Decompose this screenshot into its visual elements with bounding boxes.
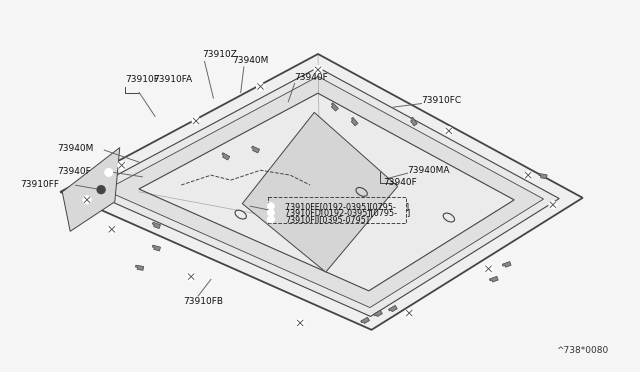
- Polygon shape: [152, 222, 161, 228]
- Text: 73940M: 73940M: [232, 56, 269, 65]
- Text: 73940MA: 73940MA: [408, 166, 450, 175]
- Text: 73910FD[0192-0395][0795-    ]: 73910FD[0192-0395][0795- ]: [285, 208, 410, 217]
- Text: 73910FF: 73910FF: [20, 180, 60, 189]
- Circle shape: [314, 66, 322, 74]
- Polygon shape: [243, 112, 397, 272]
- Text: 73910FE[0192-0395][0795-    ]: 73910FE[0192-0395][0795- ]: [285, 202, 409, 211]
- Text: 73940F: 73940F: [58, 167, 91, 176]
- Polygon shape: [62, 148, 120, 231]
- Bar: [268, 197, 406, 223]
- Circle shape: [405, 309, 413, 317]
- Text: 73940M: 73940M: [58, 144, 93, 153]
- Circle shape: [296, 319, 304, 327]
- Circle shape: [257, 83, 264, 90]
- Text: 73910FC: 73910FC: [422, 96, 461, 106]
- Polygon shape: [411, 117, 417, 126]
- Circle shape: [268, 216, 275, 223]
- Text: 73910FA: 73910FA: [153, 75, 192, 84]
- Circle shape: [268, 203, 275, 209]
- Circle shape: [445, 127, 453, 135]
- Polygon shape: [252, 146, 260, 153]
- Text: ^738*0080: ^738*0080: [556, 346, 609, 355]
- Polygon shape: [374, 310, 383, 317]
- Polygon shape: [105, 76, 543, 308]
- Polygon shape: [361, 317, 369, 324]
- Text: 73940F: 73940F: [383, 178, 417, 187]
- Polygon shape: [251, 121, 389, 264]
- Text: 73940F: 73940F: [294, 73, 328, 83]
- Circle shape: [549, 201, 557, 209]
- Text: 73910F: 73910F: [125, 75, 159, 84]
- Polygon shape: [152, 245, 161, 251]
- Polygon shape: [490, 276, 498, 282]
- Polygon shape: [502, 262, 511, 267]
- Polygon shape: [222, 153, 230, 160]
- Polygon shape: [351, 117, 358, 126]
- Polygon shape: [139, 93, 514, 291]
- Circle shape: [83, 196, 91, 204]
- Polygon shape: [539, 173, 547, 179]
- Circle shape: [187, 273, 195, 280]
- Polygon shape: [60, 54, 582, 330]
- Circle shape: [105, 169, 113, 176]
- Polygon shape: [332, 103, 339, 111]
- Text: 73910FII[0395-0795]: 73910FII[0395-0795]: [285, 215, 369, 224]
- Polygon shape: [388, 305, 397, 312]
- Circle shape: [118, 161, 125, 169]
- Circle shape: [192, 117, 200, 125]
- Circle shape: [268, 209, 275, 216]
- Polygon shape: [136, 265, 143, 270]
- Text: 73910Z: 73910Z: [203, 49, 237, 58]
- Text: 73910FB: 73910FB: [184, 297, 223, 306]
- Circle shape: [524, 171, 532, 179]
- Circle shape: [108, 225, 116, 233]
- Circle shape: [484, 265, 493, 273]
- Polygon shape: [87, 67, 559, 317]
- Circle shape: [97, 186, 105, 193]
